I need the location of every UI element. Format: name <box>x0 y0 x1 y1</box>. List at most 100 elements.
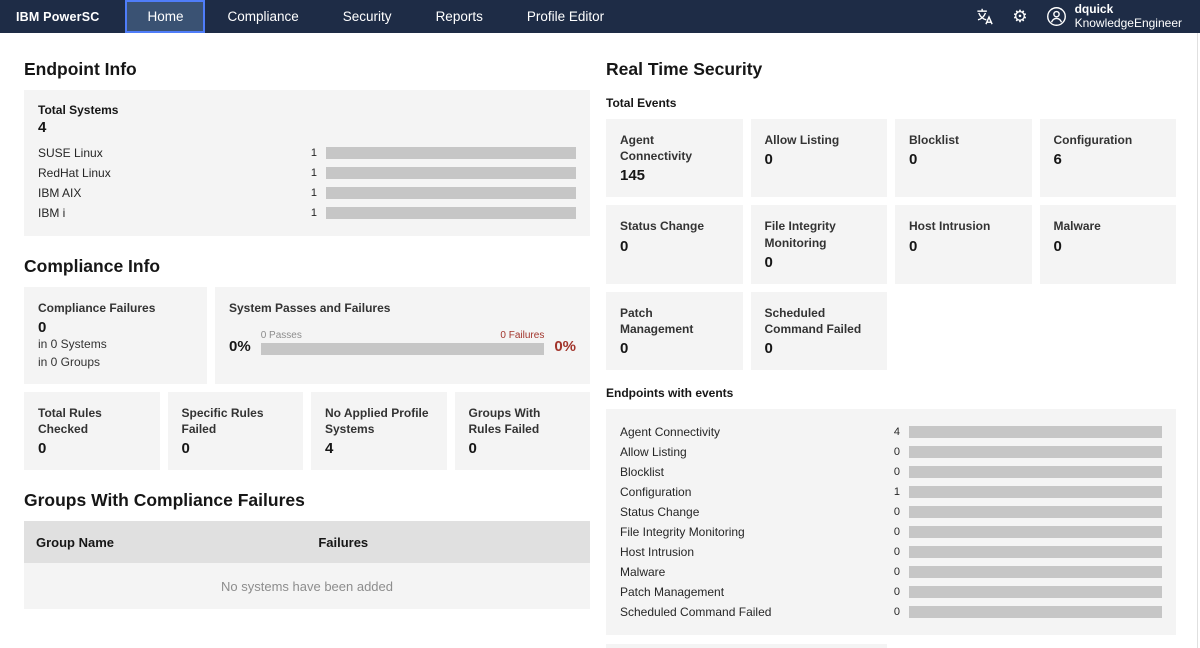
event-count: 0 <box>893 526 900 539</box>
event-label: Patch Management <box>620 305 694 336</box>
event-value: 0 <box>764 253 773 271</box>
compliance-failures-groups: in 0 Groups <box>38 354 101 369</box>
event-value: 0 <box>620 237 629 255</box>
total-systems-label: Total Systems <box>38 103 119 117</box>
event-label: File Integrity Monitoring <box>764 219 836 250</box>
os-count: 1 <box>310 167 317 179</box>
os-label: IBM AIX <box>38 186 82 200</box>
event-count: 0 <box>893 566 900 579</box>
event-bar <box>909 606 1162 619</box>
empty-state-message: No systems have been added <box>221 578 393 594</box>
endpoint-event-row: Configuration 1 <box>620 482 1162 502</box>
compliance-failures-label: Compliance Failures <box>38 301 156 315</box>
event-label: Configuration <box>1053 133 1133 147</box>
event-value: 145 <box>620 167 646 185</box>
endpoint-info-title: Endpoint Info <box>24 59 137 79</box>
event-count: 4 <box>893 426 900 439</box>
endpoint-bar-row: IBM i 1 <box>38 203 576 223</box>
compliance-info-title: Compliance Info <box>24 256 161 276</box>
os-count: 1 <box>310 147 317 159</box>
stat-label: Groups With Rules Failed <box>468 405 541 437</box>
table-empty-row: No systems have been added <box>24 563 590 610</box>
event-value: 0 <box>909 237 918 255</box>
nav-tab-security[interactable]: Security <box>342 9 392 24</box>
event-bar <box>909 566 1162 579</box>
os-label: IBM i <box>38 206 66 220</box>
compliance-failures-card: Compliance Failures 0 in 0 Systems in 0 … <box>24 287 207 384</box>
os-bar <box>326 147 576 159</box>
event-count: 0 <box>893 446 900 459</box>
groups-compliance-failures-title: Groups With Compliance Failures <box>24 490 305 511</box>
nav-tab-profile-editor[interactable]: Profile Editor <box>526 9 605 24</box>
event-card-host-intrusion: Host Intrusion 0 <box>895 205 1032 284</box>
endpoint-event-row: File Integrity Monitoring 0 <box>620 522 1162 542</box>
event-label: Malware <box>1053 219 1101 234</box>
passes-failures-label: System Passes and Failures <box>229 301 391 315</box>
language-translate-icon[interactable] <box>975 7 994 26</box>
event-count: 0 <box>893 606 900 619</box>
os-bar <box>326 207 576 219</box>
event-value: 0 <box>620 340 629 358</box>
endpoint-info-card: Total Systems 4 SUSE Linux 1 RedHat Linu… <box>24 90 590 236</box>
event-bar <box>909 506 1162 519</box>
total-systems-value: 4 <box>38 119 47 136</box>
event-type-label: Blocklist <box>620 465 665 480</box>
event-label: Allow Listing <box>764 133 840 147</box>
failures-count-label: 0 Failures <box>500 330 545 342</box>
column-failures: Failures <box>318 534 369 550</box>
stat-label: Specific Rules Failed <box>181 405 264 437</box>
event-label: Agent Connectivity <box>620 133 693 164</box>
event-type-label: Scheduled Command Failed <box>620 605 772 620</box>
event-card-file-integrity-monitoring: File Integrity Monitoring 0 <box>750 205 887 284</box>
stat-label: No Applied Profile Systems <box>325 405 429 437</box>
endpoints-with-events-label: Endpoints with events <box>606 386 734 401</box>
main-navigation: Home Compliance Security Reports Profile… <box>125 0 626 33</box>
passes-percent: 0% <box>229 338 251 356</box>
total-events-grid: Agent Connectivity 145 Allow Listing 0 B… <box>606 119 1176 371</box>
column-group-name: Group Name <box>36 534 115 550</box>
event-card-configuration: Configuration 6 <box>1039 119 1176 198</box>
real-time-security-title: Real Time Security <box>606 59 763 79</box>
groups-with-rules-failed-card: Groups With Rules Failed 0 <box>454 391 590 471</box>
event-value: 0 <box>764 340 773 358</box>
groups-compliance-failures-table: Group Name Failures No systems have been… <box>24 521 590 610</box>
event-card-blocklist: Blocklist 0 <box>895 119 1032 198</box>
event-type-label: Agent Connectivity <box>620 425 721 440</box>
event-bar <box>909 426 1162 439</box>
event-count: 0 <box>893 506 900 519</box>
os-count: 1 <box>310 187 317 199</box>
compliance-failures-systems: in 0 Systems <box>38 337 107 352</box>
event-type-label: Malware <box>620 565 666 580</box>
event-count: 0 <box>893 586 900 599</box>
user-menu[interactable]: dquick KnowledgeEngineer <box>1046 1 1182 31</box>
endpoint-bar-row: SUSE Linux 1 <box>38 143 576 163</box>
event-card-allow-listing: Allow Listing 0 <box>750 119 887 198</box>
endpoint-event-row: Scheduled Command Failed 0 <box>620 602 1162 622</box>
os-bar <box>326 167 576 179</box>
nav-tab-reports[interactable]: Reports <box>435 9 483 24</box>
os-bar <box>326 187 576 199</box>
event-type-label: Patch Management <box>620 585 725 600</box>
system-passes-failures-card: System Passes and Failures 0% 0 Passes 0… <box>215 287 590 384</box>
app-brand: IBM PowerSC <box>16 9 100 24</box>
passes-failures-bar <box>260 343 545 356</box>
event-count: 0 <box>893 546 900 559</box>
os-label: RedHat Linux <box>38 166 111 180</box>
nav-tab-home[interactable]: Home <box>125 0 206 33</box>
event-bar <box>909 446 1162 459</box>
event-count: 0 <box>893 466 900 479</box>
event-card-scheduled-command-failed: Scheduled Command Failed 0 <box>750 291 887 371</box>
user-role: KnowledgeEngineer <box>1074 15 1182 30</box>
event-value: 0 <box>1053 237 1062 255</box>
specific-rules-failed-card: Specific Rules Failed 0 <box>167 391 303 471</box>
compliance-failures-value: 0 <box>38 319 47 337</box>
stat-value: 0 <box>181 440 190 458</box>
event-card-patch-management: Patch Management 0 <box>606 291 743 371</box>
event-label: Host Intrusion <box>909 219 991 234</box>
user-name: dquick <box>1074 1 1114 16</box>
nav-tab-compliance[interactable]: Compliance <box>227 9 299 24</box>
event-type-label: Host Intrusion <box>620 545 695 560</box>
settings-gear-icon[interactable]: ⚙ <box>1012 7 1028 26</box>
event-type-label: Configuration <box>620 485 692 500</box>
scrollbar-track[interactable] <box>1197 33 1198 648</box>
